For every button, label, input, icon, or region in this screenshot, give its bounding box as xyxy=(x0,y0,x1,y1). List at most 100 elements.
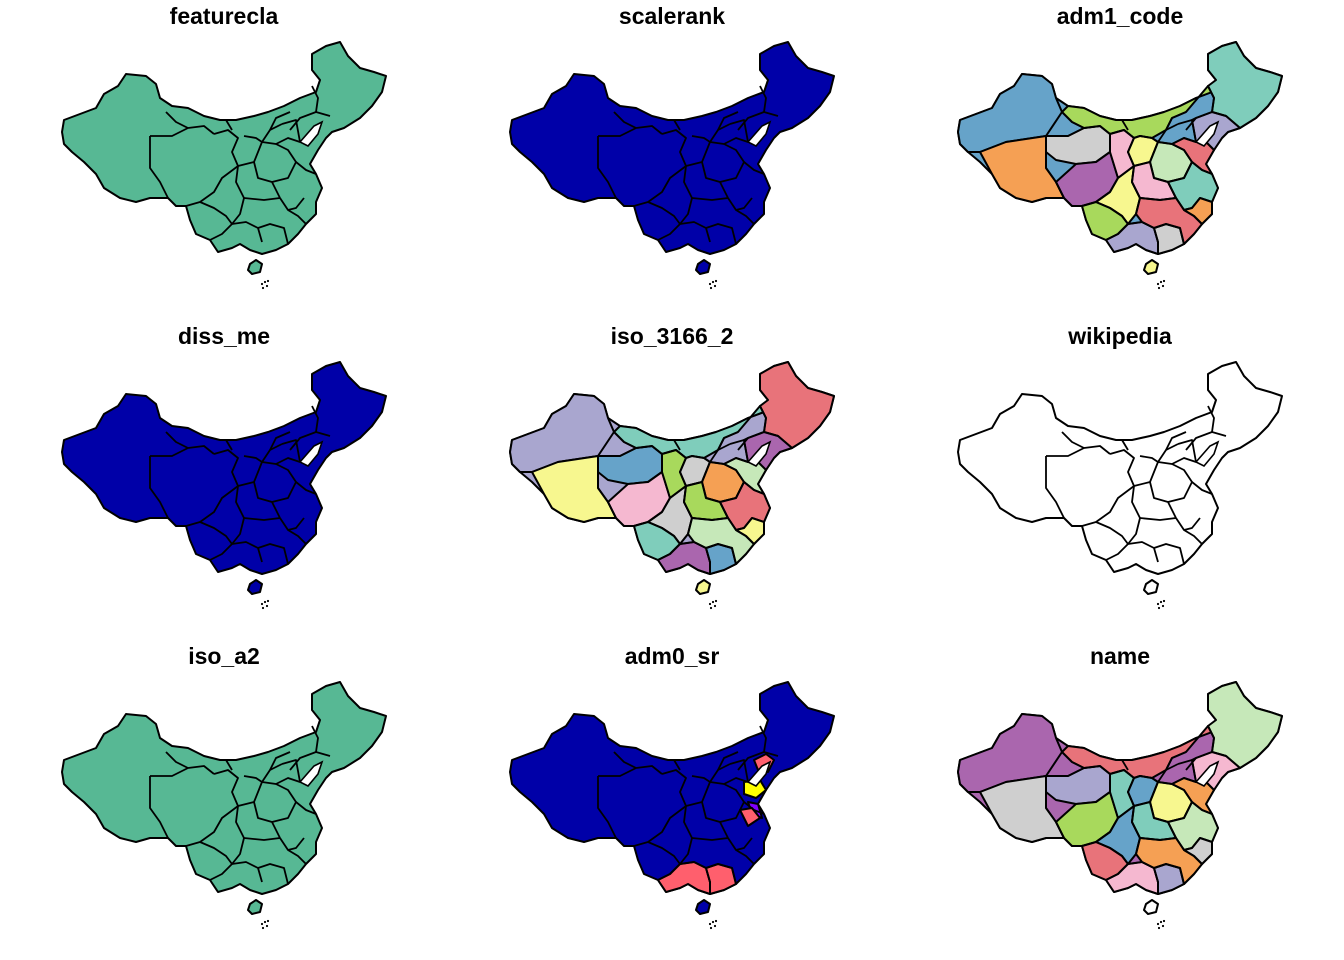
province-border xyxy=(261,137,301,145)
province-border xyxy=(647,521,681,545)
province-border xyxy=(1139,455,1159,463)
province-border xyxy=(165,431,189,449)
map-panel-adm1-code: adm1_code xyxy=(896,0,1344,320)
choropleth-map xyxy=(61,361,387,610)
province-border xyxy=(709,777,749,785)
map-panel-adm0-sr: adm0_sr xyxy=(448,640,896,960)
province-border xyxy=(1153,863,1185,885)
province-region xyxy=(1207,41,1283,129)
province-border xyxy=(1207,405,1215,433)
province-border xyxy=(1081,165,1135,207)
map-panel-wikipedia: wikipedia xyxy=(896,320,1344,640)
province-border xyxy=(717,111,739,131)
province-border xyxy=(1061,751,1085,769)
province-border xyxy=(691,197,729,201)
province-region xyxy=(957,713,1063,793)
country-outline xyxy=(957,361,1283,575)
province-border xyxy=(597,136,617,199)
province-border xyxy=(613,751,637,769)
province-border xyxy=(213,769,239,807)
province-border xyxy=(1045,136,1065,199)
hainan-island xyxy=(247,899,263,915)
province-border xyxy=(737,111,779,131)
bohai-bay xyxy=(298,760,324,787)
province-border xyxy=(691,517,729,521)
province-border xyxy=(149,456,169,519)
bohai-bay xyxy=(746,440,772,467)
map-panel-iso-a2: iso_a2 xyxy=(0,640,448,960)
province-border xyxy=(737,431,779,451)
panel-title: name xyxy=(1089,643,1151,669)
province-border xyxy=(661,129,687,167)
country-outline xyxy=(61,361,387,575)
province-region xyxy=(509,393,615,473)
small-island xyxy=(265,284,269,288)
map-panel-scalerank: scalerank xyxy=(448,0,896,320)
province-border xyxy=(717,751,739,771)
province-border xyxy=(269,111,291,131)
province-border xyxy=(289,431,331,451)
bohai-bay xyxy=(298,440,324,467)
province-border xyxy=(679,221,711,243)
province-border xyxy=(759,85,767,113)
bohai-bay xyxy=(1194,440,1220,467)
small-island xyxy=(1157,286,1161,290)
province-border xyxy=(1185,431,1227,451)
province-border xyxy=(1127,861,1159,883)
small-island xyxy=(1159,280,1163,284)
province-border xyxy=(743,481,765,495)
province-border xyxy=(1109,769,1135,807)
province-border xyxy=(759,405,767,433)
province-border xyxy=(1165,111,1187,131)
province-border xyxy=(279,517,307,545)
province-border xyxy=(735,837,753,851)
map-panel-name: name xyxy=(896,640,1344,960)
panel-title: iso_3166_2 xyxy=(610,323,734,349)
bohai-bay xyxy=(298,120,324,147)
province-border xyxy=(727,197,755,225)
hainan-island xyxy=(695,259,711,275)
province-border xyxy=(1095,201,1129,225)
bohai-bay xyxy=(1194,760,1220,787)
small-island xyxy=(260,602,264,606)
province-region xyxy=(739,807,761,827)
small-island xyxy=(709,926,713,930)
province-region xyxy=(759,361,835,449)
province-border xyxy=(253,161,281,199)
province-border xyxy=(1127,541,1159,563)
province-border xyxy=(633,485,687,527)
province-border xyxy=(1139,775,1159,783)
choropleth-map xyxy=(957,361,1283,610)
choropleth-map xyxy=(509,681,835,930)
province-border xyxy=(701,481,729,519)
province-border xyxy=(735,197,753,211)
province-border xyxy=(647,201,681,225)
small-island xyxy=(1157,606,1161,610)
province-border xyxy=(149,776,169,839)
province-border xyxy=(1149,801,1177,839)
province-border xyxy=(243,135,263,143)
province-border xyxy=(209,223,233,241)
province-border xyxy=(269,431,291,451)
small-island xyxy=(709,606,713,610)
province-border xyxy=(1191,801,1213,815)
province-border xyxy=(1177,759,1197,783)
small-island xyxy=(260,922,264,926)
province-border xyxy=(225,119,233,131)
province-border xyxy=(287,517,305,531)
province-border xyxy=(597,456,617,519)
country-outline xyxy=(509,41,835,255)
province-border xyxy=(311,85,319,113)
province-border xyxy=(705,543,737,565)
small-island xyxy=(263,280,267,284)
province-border xyxy=(1045,456,1065,519)
province-border xyxy=(1127,221,1159,243)
small-island xyxy=(263,920,267,924)
province-border xyxy=(1109,129,1135,167)
hainan-island xyxy=(1143,259,1159,275)
province-border xyxy=(253,481,281,519)
province-border xyxy=(1121,439,1129,451)
small-island xyxy=(261,926,265,930)
province-border xyxy=(647,841,681,865)
province-border xyxy=(295,481,317,495)
